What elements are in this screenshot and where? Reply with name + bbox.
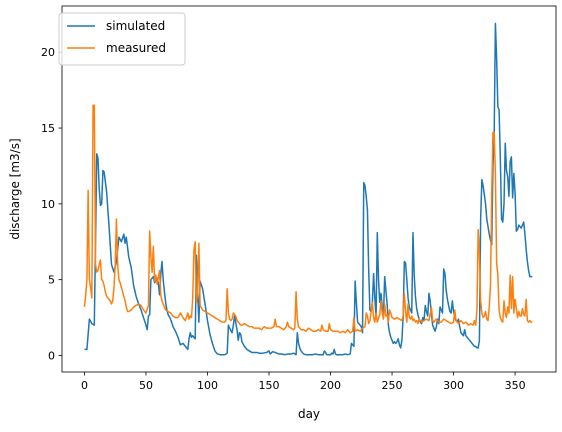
series-line-measured (83, 104, 533, 334)
y-tick-label: 5 (48, 274, 55, 287)
y-tick-label: 0 (48, 349, 55, 362)
x-tick-label: 300 (443, 379, 464, 392)
y-tick-label: 15 (41, 122, 55, 135)
legend: simulated measured (58, 12, 186, 66)
x-tick-label: 350 (505, 379, 526, 392)
plot-frame (61, 5, 557, 373)
x-tick-label: 150 (259, 379, 280, 392)
y-axis-ticks: 0 5 10 15 20 (41, 46, 62, 362)
x-tick-label: 250 (382, 379, 403, 392)
series-layer (83, 22, 533, 356)
x-tick-label: 0 (81, 379, 88, 392)
x-axis-label: day (298, 407, 320, 421)
x-tick-label: 100 (197, 379, 218, 392)
x-tick-label: 50 (139, 379, 153, 392)
y-axis-label: discharge [m3/s] (8, 138, 22, 239)
x-axis-ticks: 0 50 100 150 200 250 300 350 (81, 372, 526, 392)
legend-label-simulated: simulated (106, 19, 165, 33)
y-tick-label: 20 (41, 46, 55, 59)
y-tick-label: 10 (41, 198, 55, 211)
series-line-simulated (84, 22, 533, 356)
legend-label-measured: measured (106, 41, 166, 55)
x-tick-label: 200 (320, 379, 341, 392)
